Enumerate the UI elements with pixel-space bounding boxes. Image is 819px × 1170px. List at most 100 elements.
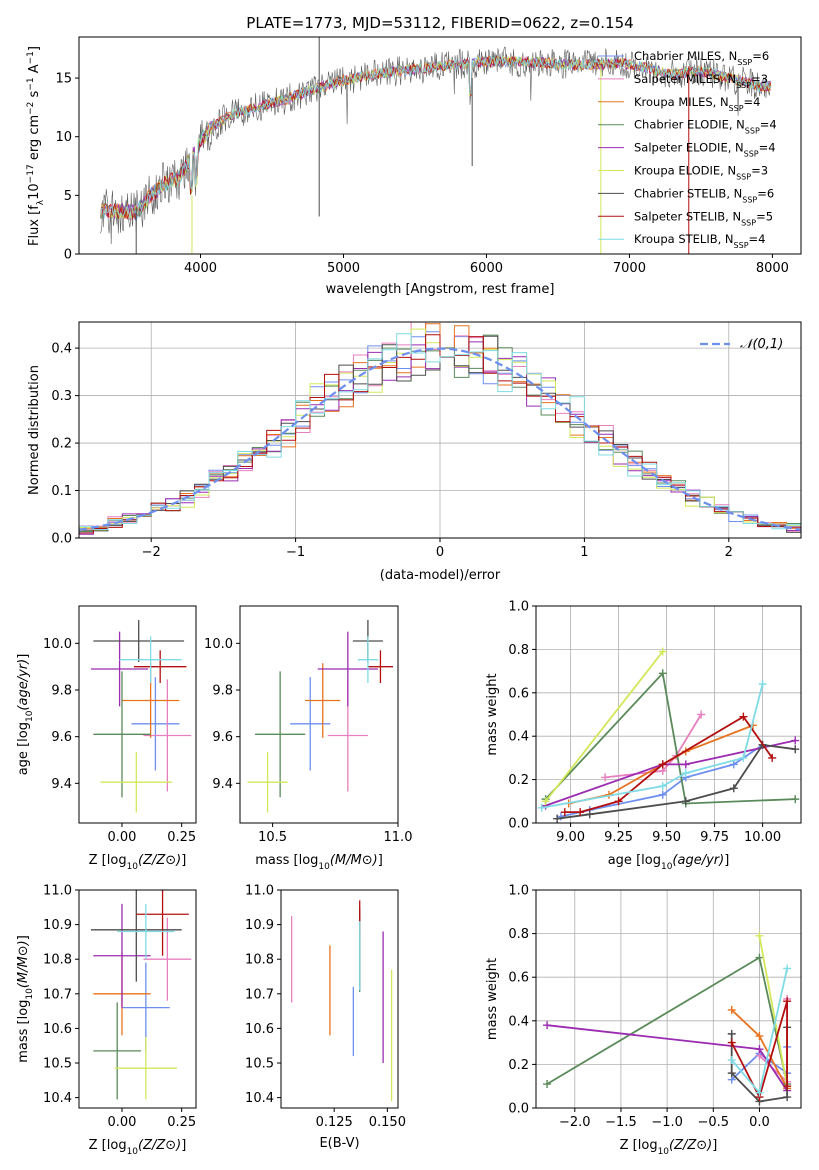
weight-marker [758,680,767,689]
weight-marker [783,1093,792,1102]
weight-marker [739,753,748,762]
x-tick-label: 0.25 [167,1115,196,1130]
mass-z-panel-spines [78,889,197,1109]
weight-line [730,1000,788,1100]
weight-marker [658,760,667,769]
errorbar-point [247,751,288,813]
legend-entry-sub: SSP [742,195,757,204]
y-axis-label: mass [log10(M/M⊙)] [16,935,35,1063]
legend-entry-name: Chabrier ELODIE, N [634,118,745,132]
weight-line [544,671,796,805]
legend-entry-sub: SSP [729,103,744,112]
legend-entry-sub: SSP [737,58,752,67]
x-tick-label: 0.25 [167,830,196,845]
label-part: 10 [27,183,42,200]
label-part: age [log [608,853,661,868]
weight-series [727,964,792,1097]
residual-panel-frame: −2 −1 0 1 2 0.0 0.1 0.2 0.3 0.4 𝒩(0,1) (data-model)… [27,321,802,583]
label-part: 10 [127,862,139,872]
x-axis-label: wavelength [Angstrom, rest frame] [326,282,555,297]
errorbar-point [133,650,187,683]
normal-curve [79,347,801,531]
legend-entry-sub: SSP [736,80,751,89]
legend-entry-name: Salpeter MILES, N [634,72,736,86]
weight-marker [543,1080,552,1089]
y-tick-label: 10.0 [204,637,233,652]
y-tick-label: 0.4 [51,342,72,357]
x-tick-label: 11.0 [384,830,413,845]
weight-marker [727,1005,736,1014]
age-z-panel-spines [78,605,197,824]
x-tick-label: 0.00 [108,830,137,845]
y-tick-label: 10.7 [43,987,72,1002]
label-part: 10 [658,1147,670,1157]
x-tick-label: −1.5 [605,1115,637,1130]
legend-entry-sub: SSP [741,218,756,227]
weight-marker [755,1045,764,1054]
x-tick-label: −1 [286,545,305,560]
legend-entry-sub: SSP [745,126,760,135]
age-mass-panel-plot [247,620,393,813]
label-part: 10 [25,988,35,1000]
x-tick-label: −1.0 [651,1115,683,1130]
label-part: λ [36,199,46,205]
y-tick-label: 0.2 [508,773,529,788]
x-axis-label: Z [log10(Z/Z⊙)] [620,1138,718,1157]
legend-entry-name: Chabrier STELIB, N [634,186,742,200]
y-tick-label: 10.6 [245,1022,274,1037]
weight-marker [543,1021,552,1030]
y-tick-label: 0.2 [508,1058,529,1073]
weight-marker [727,1029,736,1038]
weight-marker [755,953,764,962]
errorbar-point [119,636,182,683]
weight-line [544,651,664,802]
label-part: ] [378,853,383,868]
weight-marker [727,1056,736,1065]
label-part: Flux [f [27,205,42,246]
weight-marker [576,808,585,817]
y-tick-label: 10.8 [245,953,274,968]
weight-marker [755,1088,764,1097]
legend-entry-value: =6 [752,49,769,63]
label-part: (age/yr) [672,853,724,868]
age-z-panel-plot [90,620,192,813]
y-tick-label: 10.6 [43,1022,72,1037]
weight-age-panel-frame: 9.00 9.25 9.50 9.75 10.00 0.0 0.2 0.4 0.6 0.8 1.0 a… [485,600,802,872]
label-part: −1 [26,51,36,64]
spectrum-series [100,55,772,219]
mass-z-panel-frame: 0.00 0.25 10.4 10.5 10.6 10.7 10.8 10.9 11.0 Z [l… [16,884,197,1157]
x-tick-label: 8000 [756,261,789,276]
legend-entry-value: =4 [759,141,776,155]
y-tick-label: 0.0 [51,532,72,547]
weight-marker [537,803,546,812]
label-part: ] [27,46,42,51]
legend-entry: Salpeter MILES, NSSP=3 [634,72,768,90]
label-part: −2 [26,102,36,115]
errorbar-point [305,663,341,738]
errorbar-point [93,671,151,798]
y-tick-label: 9.6 [51,730,72,745]
x-tick-label: 10.00 [744,830,781,845]
label-part: (M/M⊙) [330,853,378,868]
y-tick-label: 0.0 [508,817,529,832]
label-part: (M/M⊙) [16,940,31,988]
errorbar-point [367,650,393,683]
x-tick-label: 0.150 [369,1115,406,1130]
label-part: A [27,64,42,77]
weight-marker [658,647,667,656]
legend-entry-value: =4 [760,118,777,132]
x-tick-label: 9.25 [604,830,633,845]
legend-entry: Chabrier MILES, NSSP=6 [634,49,769,67]
x-tick-label: 6000 [470,261,503,276]
legend-entry-value: =3 [751,72,768,86]
label-part: age [log [16,722,31,775]
weight-series [541,647,667,806]
y-tick-label: 0.8 [508,927,529,942]
weight-marker [658,669,667,678]
weight-marker [727,1069,736,1078]
errorbar-point [255,671,306,798]
y-axis-label: mass weight [485,673,500,755]
label-part: ] [16,654,31,659]
legend-entry-name: Salpeter STELIB, N [634,209,741,223]
